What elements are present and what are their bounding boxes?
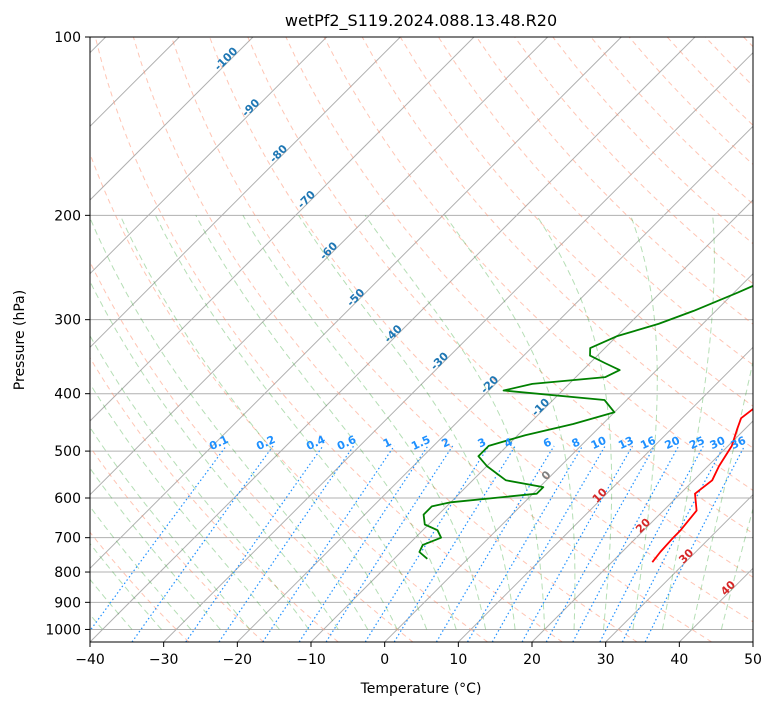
- x-tick-label: 10: [449, 652, 467, 668]
- mixing-ratio-line: [393, 445, 516, 642]
- dry-adiabat: [94, 37, 563, 642]
- dry-adiabat: [209, 37, 753, 623]
- mixing-ratio-label: 25: [687, 434, 706, 452]
- y-tick-label: 700: [54, 531, 81, 547]
- mixing-ratio-line: [545, 445, 656, 642]
- x-tick-label: −40: [75, 652, 105, 668]
- moist-adiabat: [90, 334, 310, 630]
- x-tick-label: 20: [523, 652, 541, 668]
- dry-adiabat: [132, 37, 638, 642]
- y-tick-label: 400: [54, 387, 81, 403]
- plot-frame: [89, 36, 754, 643]
- moist-adiabat: [90, 280, 339, 630]
- mixing-ratio-label: 30: [708, 434, 728, 452]
- mixing-ratio-line: [262, 445, 395, 642]
- moist-adiabat: [119, 215, 398, 630]
- y-axis-label: Pressure (hPa): [12, 290, 28, 390]
- mixing-ratio-label: 16: [638, 434, 658, 452]
- moist-adiabat: [536, 215, 613, 630]
- dry-adiabat: [171, 37, 712, 642]
- y-tick-label: 500: [54, 444, 81, 460]
- mixing-ratio-line: [621, 445, 725, 642]
- y-axis: 1000 900 800 700 600 500 400 300 200 100: [45, 30, 90, 638]
- moist-adiabat: [90, 382, 280, 630]
- x-tick-label: −10: [296, 652, 326, 668]
- mixing-ratio-line: [466, 445, 584, 642]
- moist-adiabat: [298, 215, 516, 630]
- moist-adiabat: [195, 215, 457, 630]
- chart-title: wetPf2_S119.2024.088.13.48.R20: [285, 11, 557, 31]
- mixing-ratio-label: 10: [589, 434, 609, 452]
- isotherm-line: [90, 37, 328, 275]
- dry-adiabat: [247, 37, 753, 578]
- mixing-ratio-line: [364, 445, 490, 642]
- x-tick-label: −20: [223, 652, 253, 668]
- isotherm-line: [163, 51, 753, 642]
- y-tick-label: 800: [54, 565, 81, 581]
- isotherm-line: [90, 37, 696, 642]
- dry-adiabat: [399, 37, 753, 407]
- dry-adiabat: [90, 152, 488, 642]
- moist-adiabat: [154, 215, 428, 630]
- moist-adiabat: [90, 426, 251, 630]
- x-tick-label: 0: [380, 652, 389, 668]
- x-axis-label: Temperature (°C): [360, 681, 482, 697]
- mixing-ratio-line: [521, 445, 634, 642]
- dry-adiabat: [90, 446, 264, 642]
- moist-adiabat: [90, 613, 103, 630]
- isotherm-line: [90, 37, 622, 570]
- moist-adiabat: [90, 467, 221, 630]
- isotherm-line: [90, 37, 475, 422]
- moist-adiabat: [661, 215, 715, 630]
- mixing-ratio-label: 36: [729, 434, 749, 452]
- y-tick-label: 100: [54, 30, 81, 46]
- isotherm-line: [90, 37, 549, 496]
- moist-adiabat: [630, 215, 658, 630]
- mixing-ratio-label: 13: [616, 434, 635, 452]
- isotherm-line: [384, 272, 753, 642]
- moist-adiabat: [242, 215, 487, 630]
- mixing-ratio-label: 20: [663, 434, 683, 452]
- y-tick-label: 600: [54, 491, 81, 507]
- x-tick-label: 50: [744, 652, 762, 668]
- y-tick-label: 900: [54, 595, 81, 611]
- x-tick-label: −30: [149, 652, 179, 668]
- dry-adiabat: [90, 356, 339, 642]
- y-tick-label: 300: [54, 313, 81, 329]
- mixing-ratio-line: [644, 445, 746, 642]
- dry-adiabat: [90, 531, 190, 642]
- plot-area: [90, 37, 753, 642]
- isotherm-line: [90, 37, 401, 349]
- dry-adiabat: [90, 260, 414, 642]
- profile-lines: [418, 284, 753, 563]
- mixing-ratio-line: [325, 445, 454, 642]
- isotherm-line: [90, 37, 254, 201]
- x-axis: −40 −30 −20 −10 0 10 20 30 40 50: [75, 642, 762, 668]
- isotherm-line: [236, 125, 753, 642]
- mixing-ratio-line: [131, 445, 274, 642]
- isotherm-line: [752, 641, 753, 642]
- y-tick-label: 200: [54, 208, 81, 224]
- x-tick-label: 40: [670, 652, 688, 668]
- temperature-profile: [651, 407, 753, 563]
- isotherm-line: [531, 420, 753, 642]
- moist-adiabat: [364, 215, 546, 630]
- y-tick-label: 1000: [45, 622, 81, 638]
- isotherm-line: [605, 493, 753, 642]
- dewpoint-profile: [418, 284, 753, 560]
- background-lines: [90, 37, 753, 642]
- mixing-ratio-line: [218, 445, 355, 642]
- mixing-ratio-line: [298, 445, 429, 642]
- moist-adiabat: [90, 216, 369, 630]
- dry-adiabat: [361, 37, 753, 449]
- dry-adiabat: [514, 37, 753, 285]
- mixing-ratio-line: [185, 445, 324, 642]
- moist-adiabat: [691, 358, 753, 630]
- x-tick-label: 30: [597, 652, 615, 668]
- moist-adiabat: [444, 215, 576, 630]
- mixing-ratio-line: [435, 445, 555, 642]
- isotherm-line: [457, 346, 753, 642]
